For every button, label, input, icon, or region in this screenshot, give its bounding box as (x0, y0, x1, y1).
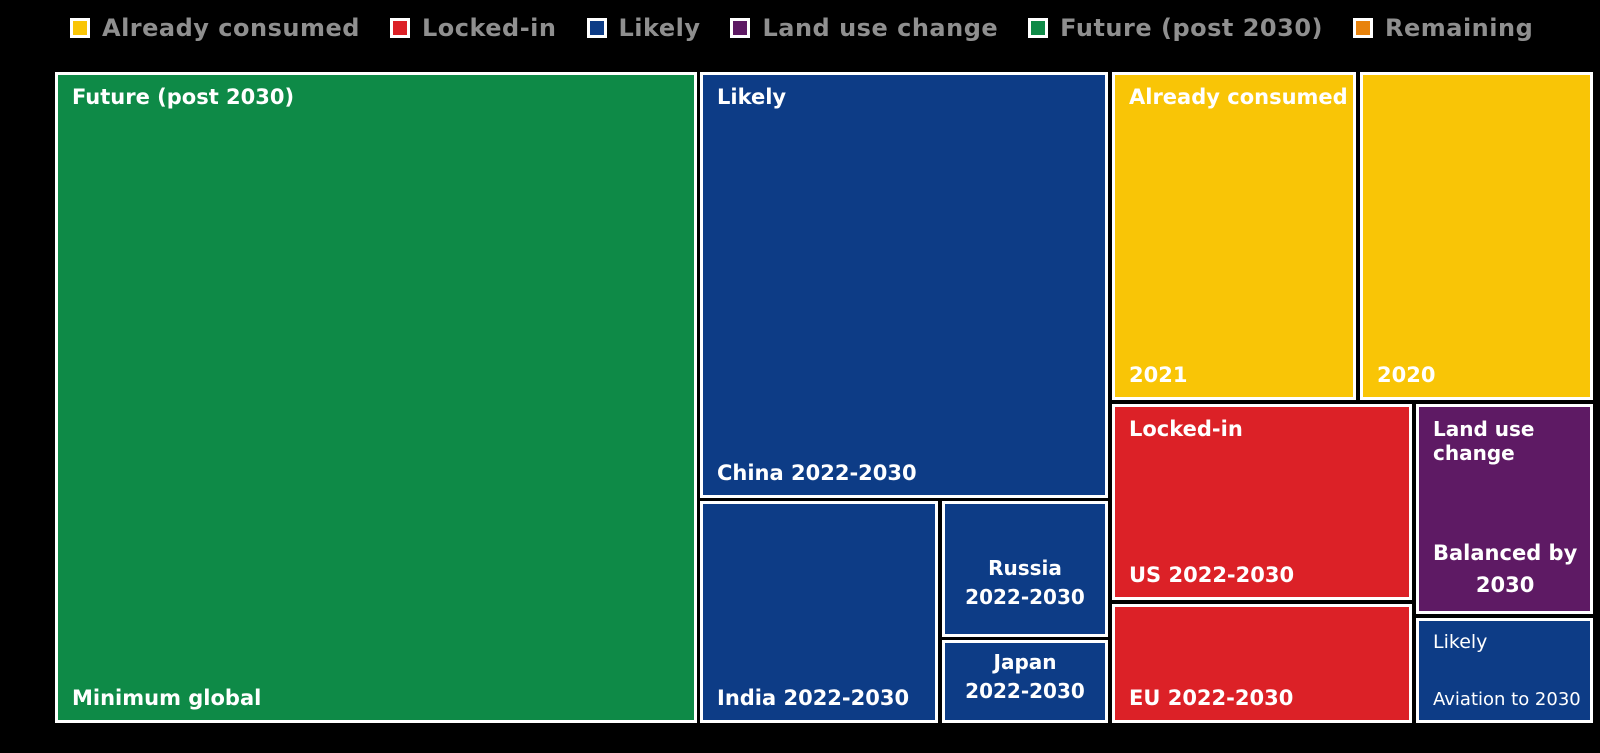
tile-locked-in-eu: EU 2022-2030 (1112, 604, 1412, 723)
tile-center-label: Japan 2022-2030 (965, 650, 1085, 703)
legend-item-remaining: Remaining (1352, 14, 1534, 42)
likely-swatch-icon (586, 18, 607, 38)
legend: Already consumed Locked-in Likely Land u… (70, 14, 1533, 42)
tile-header: Likely (1433, 631, 1488, 653)
tile-footer: 2021 (1129, 363, 1188, 387)
tile-likely-china: Likely China 2022-2030 (700, 72, 1108, 498)
tile-footer: India 2022-2030 (717, 686, 910, 710)
legend-label: Likely (618, 14, 701, 42)
tile-likely-aviation: Likely Aviation to 2030 (1416, 618, 1593, 723)
legend-item-already-consumed: Already consumed (70, 14, 360, 42)
tile-header: Future (post 2030) (72, 85, 295, 109)
tile-footer: Balanced by 2030 (1433, 541, 1578, 597)
legend-item-likely: Likely (586, 14, 701, 42)
remaining-swatch-icon (1352, 18, 1373, 38)
tile-already-consumed-2021: Already consumed 2021 (1112, 72, 1356, 400)
tile-center-label: Russia 2022-2030 (965, 556, 1085, 609)
tile-header: Locked-in (1129, 417, 1243, 441)
legend-item-locked-in: Locked-in (389, 14, 557, 42)
tile-header: Likely (717, 85, 787, 109)
legend-label: Remaining (1384, 14, 1534, 42)
legend-item-future-post-2030: Future (post 2030) (1028, 14, 1323, 42)
tile-header: Already consumed (1129, 85, 1348, 109)
tile-likely-japan: Japan 2022-2030 (942, 640, 1108, 723)
tile-footer: China 2022-2030 (717, 461, 917, 485)
tile-future-minimum-global: Future (post 2030) Minimum global (55, 72, 697, 723)
legend-label: Locked-in (421, 14, 557, 42)
tile-footer: Aviation to 2030 (1433, 689, 1581, 710)
future-post-2030-swatch-icon (1028, 18, 1049, 38)
locked-in-swatch-icon (389, 18, 410, 38)
tile-already-consumed-2020: 2020 (1360, 72, 1593, 400)
land-use-change-swatch-icon (730, 18, 751, 38)
legend-label: Land use change (762, 14, 999, 42)
tile-footer: EU 2022-2030 (1129, 686, 1294, 710)
tile-land-use-change: Land use change Balanced by 2030 (1416, 404, 1593, 614)
already-consumed-swatch-icon (70, 18, 90, 38)
tile-footer: US 2022-2030 (1129, 563, 1295, 587)
treemap-chart: Future (post 2030) Minimum global Likely… (55, 72, 1593, 723)
legend-label: Already consumed (102, 14, 360, 42)
legend-label: Future (post 2030) (1060, 14, 1323, 42)
tile-footer: 2020 (1377, 363, 1436, 387)
legend-item-land-use-change: Land use change (730, 14, 998, 42)
tile-locked-in-us: Locked-in US 2022-2030 (1112, 404, 1412, 600)
tile-likely-india: India 2022-2030 (700, 501, 938, 723)
tile-footer: Minimum global (72, 686, 262, 710)
tile-header: Land use change (1433, 417, 1535, 465)
tile-likely-russia: Russia 2022-2030 (942, 501, 1108, 637)
